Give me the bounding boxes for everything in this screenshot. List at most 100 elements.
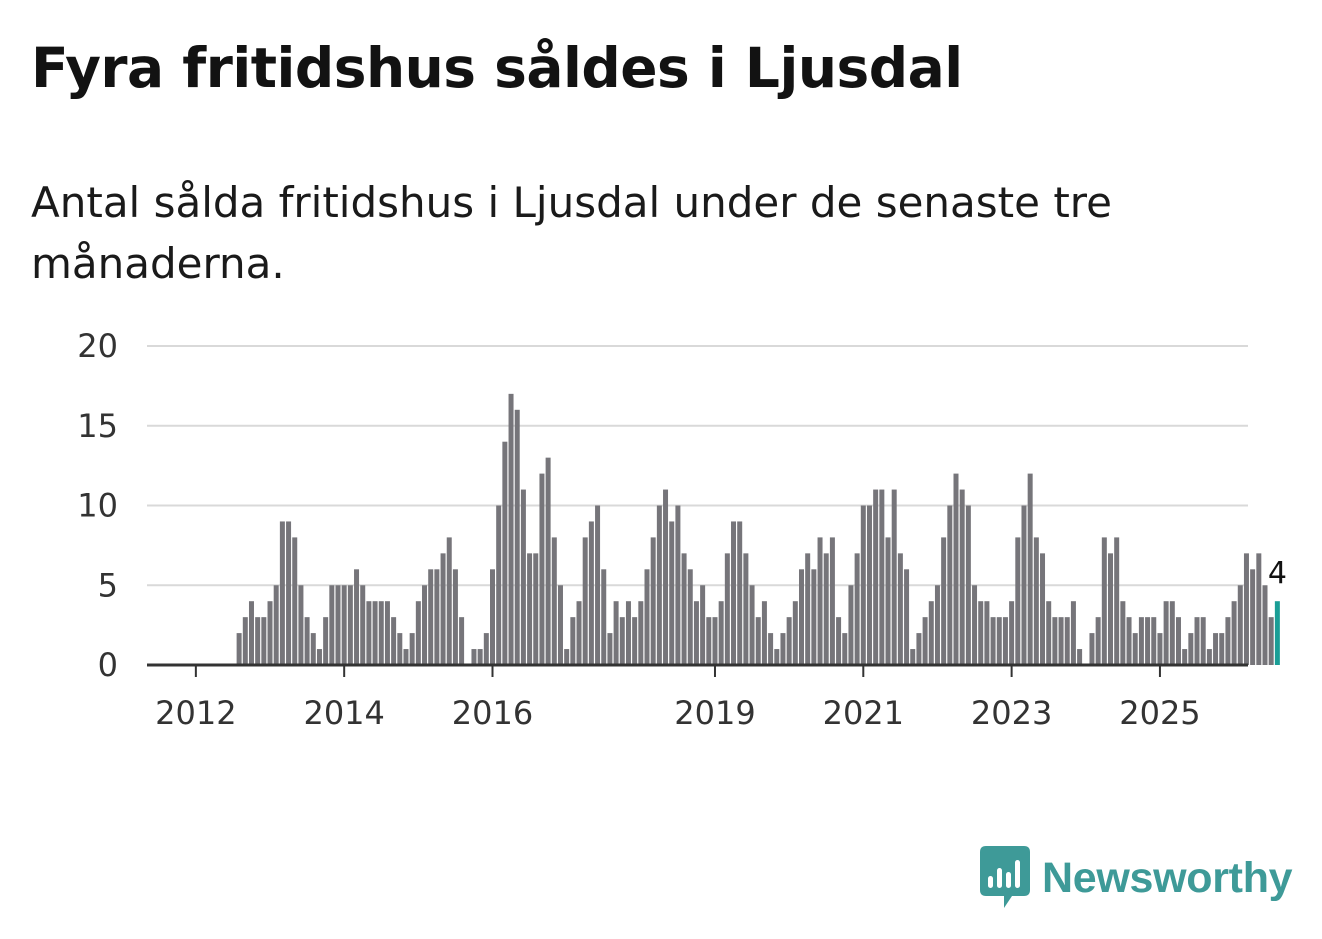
bar: [941, 537, 947, 665]
bar: [761, 601, 767, 665]
bar: [854, 553, 860, 665]
bar: [1169, 601, 1175, 665]
x-tick-label: 2014: [303, 694, 384, 732]
bar: [570, 617, 576, 665]
bar: [588, 521, 594, 665]
bar-chart: 0 5 10 15 20 2012 2014 2016 2019 2021 2023 2025 4: [77, 327, 1287, 732]
bar: [1126, 617, 1132, 665]
bar: [601, 569, 607, 665]
bar: [341, 585, 347, 665]
x-tick-label: 2023: [971, 694, 1052, 732]
bar: [1114, 537, 1120, 665]
bar: [286, 521, 292, 665]
bar: [879, 489, 885, 665]
bar: [1182, 649, 1188, 665]
bar: [1268, 617, 1274, 665]
bar: [860, 505, 866, 665]
bar: [434, 569, 440, 665]
bar: [792, 601, 798, 665]
bar: [1033, 537, 1039, 665]
bar: [1225, 617, 1231, 665]
bar: [866, 505, 872, 665]
bar: [347, 585, 353, 665]
bar: [1009, 601, 1015, 665]
bar: [582, 537, 588, 665]
bar: [298, 585, 304, 665]
bar: [632, 617, 638, 665]
bar: [477, 649, 483, 665]
bar: [972, 585, 978, 665]
bar: [527, 553, 533, 665]
bar: [823, 553, 829, 665]
bar: [409, 633, 415, 665]
bar: [267, 601, 273, 665]
bar: [292, 537, 298, 665]
bar: [904, 569, 910, 665]
bar: [836, 617, 842, 665]
bar: [1132, 633, 1138, 665]
bar: [440, 553, 446, 665]
bar: [934, 585, 940, 665]
bar: [1200, 617, 1206, 665]
bar: [551, 537, 557, 665]
bar: [446, 537, 452, 665]
bar: [669, 521, 675, 665]
bar: [378, 601, 384, 665]
bar: [1002, 617, 1008, 665]
bar: [829, 537, 835, 665]
bar: [366, 601, 372, 665]
bar: [354, 569, 360, 665]
bar: [335, 585, 341, 665]
bar: [1194, 617, 1200, 665]
bar: [916, 633, 922, 665]
bar: [1101, 537, 1107, 665]
bar: [1027, 473, 1033, 665]
bar: [768, 633, 774, 665]
bar: [261, 617, 267, 665]
bar: [953, 473, 959, 665]
x-tick-label: 2019: [674, 694, 755, 732]
bar: [737, 521, 743, 665]
chart-subtitle: Antal sålda fritidshus i Ljusdal under d…: [31, 178, 1112, 288]
bar: [273, 585, 279, 665]
bar: [329, 585, 335, 665]
bar: [638, 601, 644, 665]
bar: [780, 633, 786, 665]
newsworthy-logo-icon: [980, 846, 1030, 908]
bar: [663, 489, 669, 665]
bar: [496, 505, 502, 665]
bar: [984, 601, 990, 665]
bar: [1021, 505, 1027, 665]
brand-name: Newsworthy: [1042, 853, 1293, 902]
bar: [1089, 633, 1095, 665]
bar: [1138, 617, 1144, 665]
bar: [959, 489, 965, 665]
bar: [681, 553, 687, 665]
y-tick-label: 0: [98, 646, 118, 684]
bar: [675, 505, 681, 665]
bar: [928, 601, 934, 665]
bar: [452, 569, 458, 665]
bar: [996, 617, 1002, 665]
bar: [712, 617, 718, 665]
bar: [613, 601, 619, 665]
y-tick-label: 20: [77, 327, 118, 365]
bar: [1058, 617, 1064, 665]
bar: [1163, 601, 1169, 665]
brand-logo[interactable]: Newsworthy: [980, 846, 1293, 910]
bar: [1157, 633, 1163, 665]
bar: [891, 489, 897, 665]
bar: [1046, 601, 1052, 665]
y-tick-label: 15: [77, 407, 118, 445]
bar: [1206, 649, 1212, 665]
bar: [1262, 585, 1268, 665]
bar: [848, 585, 854, 665]
bar: [459, 617, 465, 665]
bar: [978, 601, 984, 665]
bar: [1250, 569, 1256, 665]
bar: [384, 601, 390, 665]
bar: [619, 617, 625, 665]
bar: [743, 553, 749, 665]
bar: [236, 633, 242, 665]
bar: [557, 585, 563, 665]
